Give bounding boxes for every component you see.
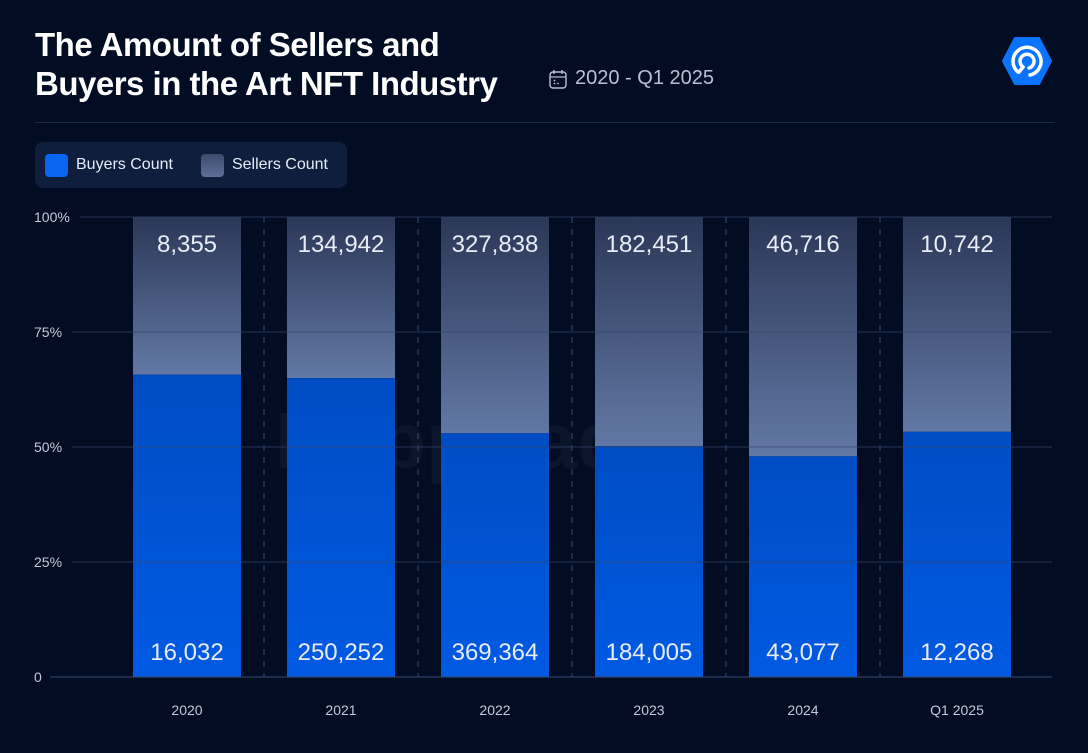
data-label-sellers: 46,716 [766, 231, 839, 258]
bar-buyers-2022 [441, 433, 549, 677]
data-label-buyers: 43,077 [766, 639, 839, 666]
legend-item-buyers[interactable]: Buyers Count [45, 153, 173, 177]
legend-swatch-buyers [45, 153, 68, 177]
y-tick-label: 25% [34, 554, 62, 570]
calendar-icon [549, 69, 567, 89]
bar-sellers-2022 [441, 217, 549, 434]
data-label-buyers: 12,268 [920, 639, 993, 666]
data-label-sellers: 134,942 [298, 231, 385, 258]
bar-buyers-2024 [749, 456, 857, 677]
data-label-buyers: 250,252 [298, 639, 385, 666]
dappradar-logo-icon [1002, 37, 1052, 85]
bar-sellers-2021 [287, 217, 395, 379]
x-tick-label: 2023 [633, 702, 664, 718]
legend-label-buyers: Buyers Count [76, 156, 173, 173]
title-line-2: Buyers in the Art NFT Industry [35, 65, 498, 102]
data-label-sellers: 10,742 [920, 231, 993, 258]
date-range: 2020 - Q1 2025 [549, 67, 714, 90]
legend: Buyers Count Sellers Count [35, 142, 347, 188]
legend-item-sellers[interactable]: Sellers Count [200, 153, 328, 177]
y-tick-label: 0 [34, 669, 42, 685]
page-title: The Amount of Sellers and Buyers in the … [35, 25, 498, 103]
x-tick-label: Q1 2025 [930, 702, 984, 718]
bar-sellers-2024 [749, 217, 857, 457]
period-text: 2020 - Q1 2025 [575, 67, 714, 89]
data-label-buyers: 184,005 [606, 639, 693, 666]
header-divider [35, 122, 1055, 123]
y-tick-label: 75% [34, 324, 62, 340]
bar-buyers-2021 [287, 378, 395, 677]
bar-sellers-2020 [133, 217, 241, 375]
x-tick-label: 2024 [787, 702, 818, 718]
bar-buyers-Q1 2025 [903, 431, 1011, 677]
legend-swatch-sellers [200, 153, 224, 177]
x-tick-label: 2020 [171, 702, 202, 718]
bar-sellers-Q1 2025 [903, 217, 1011, 432]
y-tick-label: 100% [34, 209, 70, 225]
bar-buyers-2020 [133, 374, 241, 677]
data-label-buyers: 16,032 [150, 639, 223, 666]
y-tick-label: 50% [34, 439, 62, 455]
data-label-sellers: 182,451 [606, 231, 693, 258]
title-line-1: The Amount of Sellers and [35, 26, 440, 63]
x-tick-label: 2021 [325, 702, 356, 718]
data-label-buyers: 369,364 [452, 639, 539, 666]
x-tick-label: 2022 [479, 702, 510, 718]
data-label-sellers: 327,838 [452, 231, 539, 258]
data-label-sellers: 8,355 [157, 231, 217, 258]
legend-label-sellers: Sellers Count [231, 156, 328, 173]
